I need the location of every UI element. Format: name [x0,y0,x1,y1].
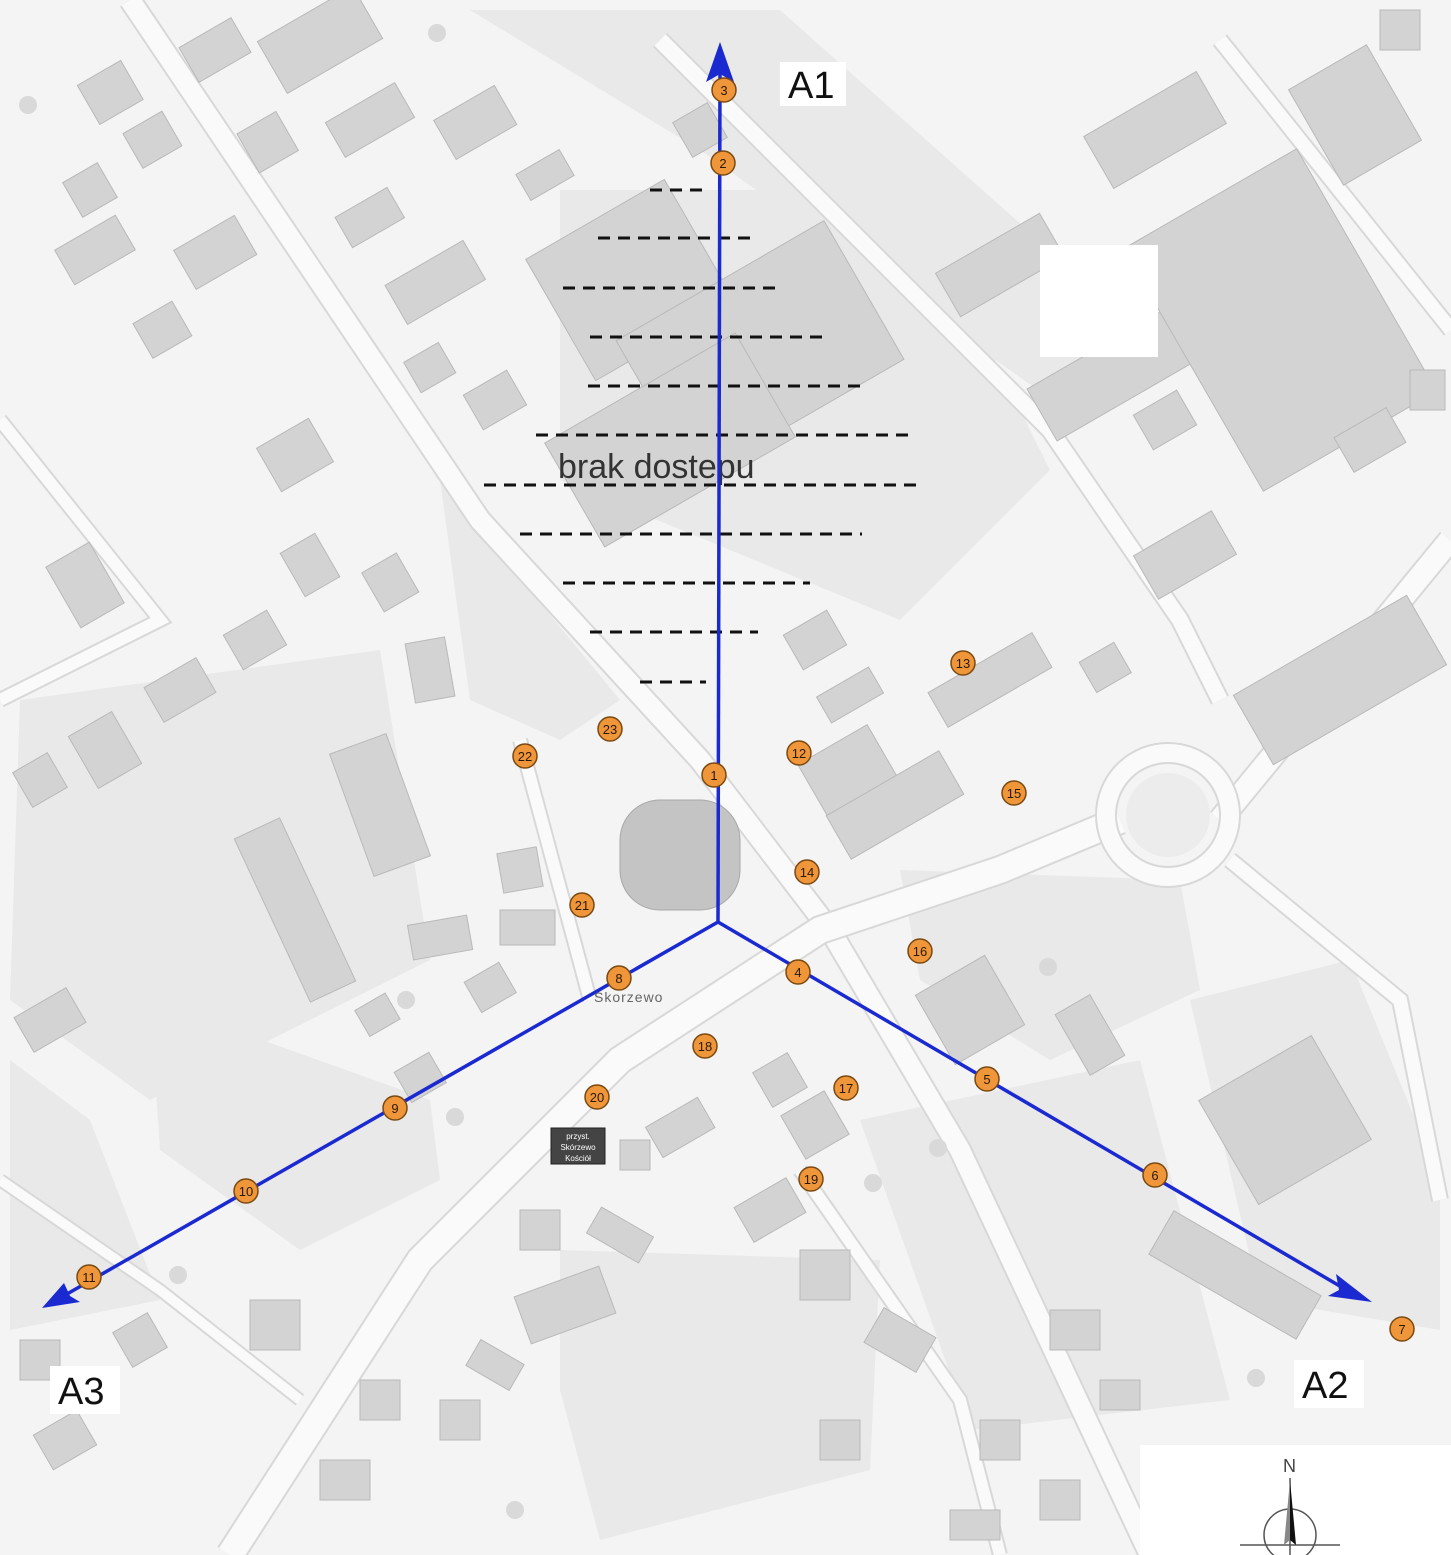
point-marker[interactable]: 1 [701,762,727,788]
point-marker[interactable]: 8 [606,965,632,991]
point-label: 22 [518,749,532,764]
trees [19,24,1265,1519]
axis-a3-arrowhead [42,1283,80,1308]
point-marker[interactable]: 18 [692,1033,718,1059]
point-marker[interactable]: 17 [833,1075,859,1101]
point-label: 23 [603,722,617,737]
north-arrow: N [1140,1445,1451,1555]
axis-a1-line [716,69,722,923]
point-label: 6 [1151,1168,1158,1183]
place-name: Skorzewo [594,989,663,1005]
point-label: 13 [956,656,970,671]
point-label: 14 [800,865,814,880]
point-marker[interactable]: 9 [382,1095,408,1121]
point-label: 20 [590,1090,604,1105]
point-marker[interactable]: 19 [798,1166,824,1192]
axis-a2-line [717,920,1351,1294]
axis-a3-label-bg [50,1366,120,1414]
bus-stop-line-3: Kościół [565,1154,591,1163]
point-marker[interactable]: 7 [1389,1316,1415,1342]
bus-stop-line-2: Skórzewo [560,1143,596,1152]
point-marker[interactable]: 12 [786,740,812,766]
no-access-hatch [484,188,916,684]
point-label: 17 [839,1081,853,1096]
point-marker[interactable]: 23 [597,716,623,742]
point-marker[interactable]: 3 [711,77,737,103]
bus-stop-line-1: przyst. [566,1132,590,1141]
point-label: 15 [1007,786,1021,801]
point-marker[interactable]: 15 [1001,780,1027,806]
point-marker[interactable]: 11 [76,1264,102,1290]
point-label: 19 [804,1172,818,1187]
axis-a2-label-bg [1294,1360,1364,1408]
axis-a1-label-bg [780,62,846,106]
point-marker[interactable]: 6 [1142,1162,1168,1188]
point-label: 12 [792,746,806,761]
no-access-label: brak dostepu [558,448,755,486]
point-label: 8 [615,971,622,986]
point-marker[interactable]: 22 [512,743,538,769]
point-marker[interactable]: 20 [584,1084,610,1110]
point-label: 21 [575,898,589,913]
point-label: 11 [82,1270,96,1285]
point-marker[interactable]: 16 [907,938,933,964]
point-label: 2 [719,156,726,171]
axis-a2-label: A2 [1302,1365,1348,1407]
point-marker[interactable]: 2 [710,150,736,176]
point-marker[interactable]: 21 [569,892,595,918]
axis-a2-arrowhead [1328,1274,1372,1302]
masked-area [1040,245,1158,357]
point-label: 7 [1398,1322,1405,1337]
point-marker[interactable]: 13 [950,650,976,676]
axis-a1-label: A1 [788,65,834,107]
point-label: 3 [720,83,727,98]
point-label: 4 [794,965,801,980]
axis-a3-label: A3 [58,1371,104,1413]
axis-a1-arrowhead [706,42,734,82]
point-marker[interactable]: 5 [974,1066,1000,1092]
point-label: 9 [391,1101,398,1116]
point-marker[interactable]: 4 [785,959,811,985]
point-marker[interactable]: 14 [794,859,820,885]
point-label: 16 [913,944,927,959]
point-label: 1 [710,768,717,783]
measurement-points: 1 2 3 4 5 6 7 8 9 10 11 12 13 14 15 16 1… [76,77,1415,1342]
point-label: 18 [698,1039,712,1054]
north-label: N [1283,1456,1296,1476]
point-label: 10 [239,1184,253,1199]
bus-stop-sign: przyst. Skórzewo Kościół [550,1127,606,1165]
point-marker[interactable]: 10 [233,1178,259,1204]
point-label: 5 [983,1072,990,1087]
